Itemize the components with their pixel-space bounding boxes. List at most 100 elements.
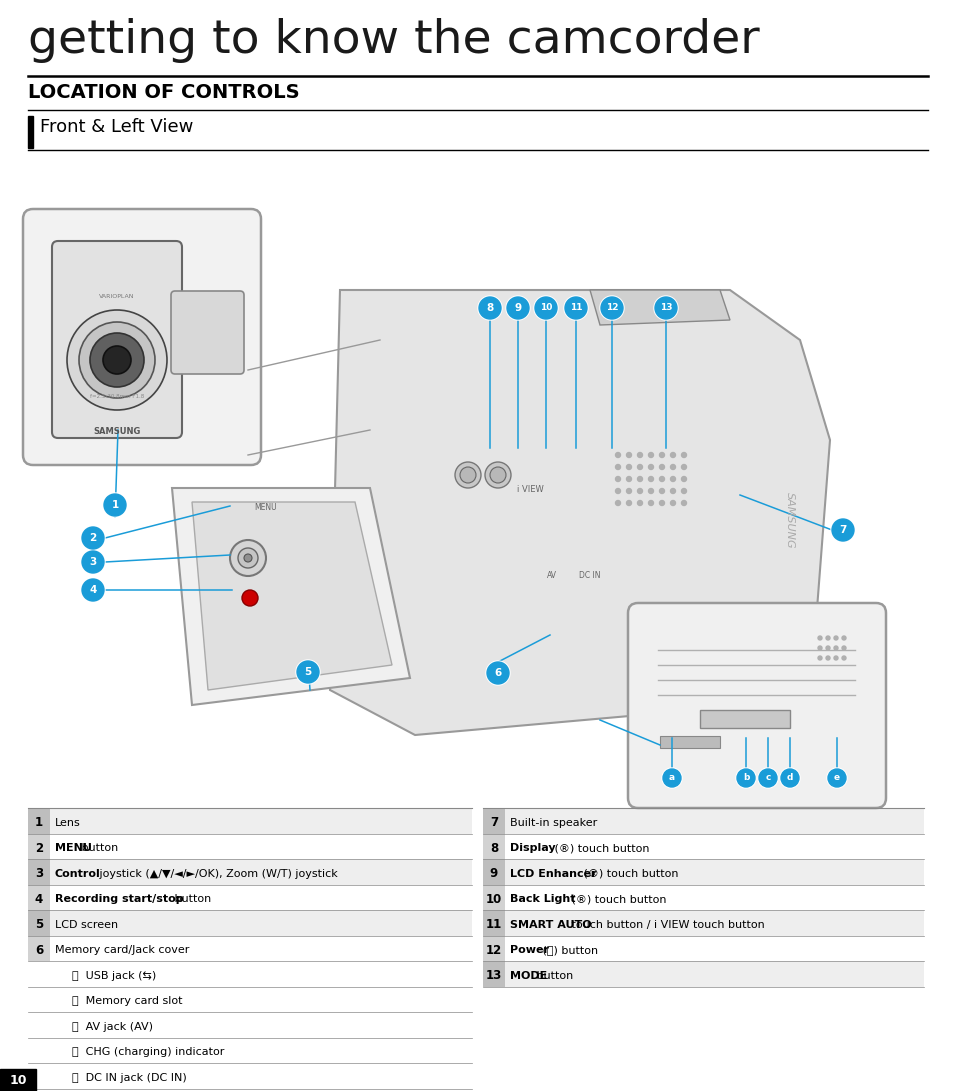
Circle shape: [680, 489, 686, 493]
FancyBboxPatch shape: [171, 291, 244, 374]
Circle shape: [626, 489, 631, 493]
Bar: [482, 808, 504, 834]
Bar: [28, 859, 472, 885]
Circle shape: [626, 453, 631, 457]
Circle shape: [758, 768, 778, 788]
Bar: [28, 808, 50, 834]
Text: c: c: [764, 774, 770, 782]
Circle shape: [670, 453, 675, 457]
Bar: [28, 885, 50, 910]
Polygon shape: [192, 502, 392, 690]
Circle shape: [637, 453, 641, 457]
Circle shape: [680, 465, 686, 469]
Circle shape: [833, 656, 837, 660]
Circle shape: [626, 465, 631, 469]
Circle shape: [81, 526, 105, 550]
Text: Memory card/Jack cover: Memory card/Jack cover: [55, 945, 190, 956]
Text: 5: 5: [35, 919, 43, 932]
Circle shape: [477, 296, 501, 320]
Circle shape: [825, 646, 829, 650]
Circle shape: [680, 477, 686, 481]
Text: (®) touch button: (®) touch button: [567, 895, 666, 904]
Text: 3: 3: [35, 867, 43, 880]
Text: ⓓ  CHG (charging) indicator: ⓓ CHG (charging) indicator: [71, 1047, 224, 1057]
Text: 9: 9: [514, 303, 521, 313]
Text: DC IN: DC IN: [578, 571, 600, 580]
Bar: [700, 710, 789, 728]
Text: 8: 8: [489, 842, 497, 854]
Text: Lens: Lens: [55, 818, 81, 828]
Polygon shape: [589, 290, 729, 325]
Text: 5: 5: [304, 667, 312, 678]
Circle shape: [659, 465, 664, 469]
Text: LCD Enhancer: LCD Enhancer: [510, 868, 596, 878]
Circle shape: [615, 477, 619, 481]
Text: Control: Control: [55, 868, 101, 878]
FancyBboxPatch shape: [23, 209, 261, 465]
Circle shape: [661, 768, 681, 788]
Circle shape: [615, 501, 619, 505]
Circle shape: [781, 769, 799, 787]
Circle shape: [817, 646, 821, 650]
Text: LOCATION OF CONTROLS: LOCATION OF CONTROLS: [28, 83, 299, 101]
Text: e: e: [833, 774, 840, 782]
Circle shape: [759, 769, 776, 787]
Text: Built-in speaker: Built-in speaker: [510, 818, 597, 828]
Circle shape: [490, 467, 505, 483]
Circle shape: [659, 453, 664, 457]
Bar: [482, 808, 923, 834]
Circle shape: [654, 296, 678, 320]
Text: VARIOPLAN: VARIOPLAN: [99, 293, 134, 299]
Text: 6: 6: [35, 944, 43, 957]
Circle shape: [90, 333, 144, 387]
Bar: [28, 910, 50, 935]
Text: ⓐ  USB jack (⇆): ⓐ USB jack (⇆): [71, 971, 156, 981]
Text: 12: 12: [605, 303, 618, 312]
Bar: [482, 910, 504, 935]
Text: SAMSUNG: SAMSUNG: [784, 492, 794, 549]
Text: AV: AV: [546, 571, 557, 580]
Circle shape: [615, 465, 619, 469]
FancyBboxPatch shape: [52, 241, 182, 437]
Circle shape: [648, 489, 653, 493]
Circle shape: [478, 297, 500, 319]
Circle shape: [831, 519, 853, 541]
Circle shape: [659, 489, 664, 493]
Circle shape: [534, 296, 558, 320]
Text: 9: 9: [489, 867, 497, 880]
Bar: [28, 885, 472, 910]
Circle shape: [81, 578, 105, 602]
Circle shape: [637, 477, 641, 481]
Text: 8: 8: [486, 303, 493, 313]
Text: (⏻) button: (⏻) button: [538, 945, 598, 956]
Circle shape: [103, 493, 127, 517]
Circle shape: [655, 297, 677, 319]
Text: Power: Power: [510, 945, 548, 956]
Circle shape: [637, 501, 641, 505]
Text: joystick (▲/▼/◄/►/OK), Zoom (W/T) joystick: joystick (▲/▼/◄/►/OK), Zoom (W/T) joysti…: [95, 868, 337, 878]
Circle shape: [833, 636, 837, 640]
Bar: [482, 885, 923, 910]
Circle shape: [670, 489, 675, 493]
Circle shape: [780, 768, 800, 788]
Circle shape: [841, 656, 845, 660]
Circle shape: [825, 656, 829, 660]
Text: LCD screen: LCD screen: [55, 920, 118, 930]
Circle shape: [81, 550, 105, 574]
Bar: [659, 736, 720, 748]
Bar: [28, 834, 472, 859]
Circle shape: [600, 297, 622, 319]
Text: 4: 4: [90, 585, 96, 595]
Text: 1: 1: [112, 500, 118, 509]
Text: 11: 11: [485, 919, 501, 932]
Circle shape: [615, 489, 619, 493]
Text: 2: 2: [35, 842, 43, 854]
Text: touch button / i VIEW touch button: touch button / i VIEW touch button: [567, 920, 764, 930]
Text: MENU: MENU: [253, 503, 276, 512]
Circle shape: [637, 489, 641, 493]
Circle shape: [680, 453, 686, 457]
Bar: [482, 834, 504, 859]
Text: 11: 11: [569, 303, 581, 312]
Text: i VIEW: i VIEW: [517, 485, 543, 494]
Circle shape: [659, 477, 664, 481]
